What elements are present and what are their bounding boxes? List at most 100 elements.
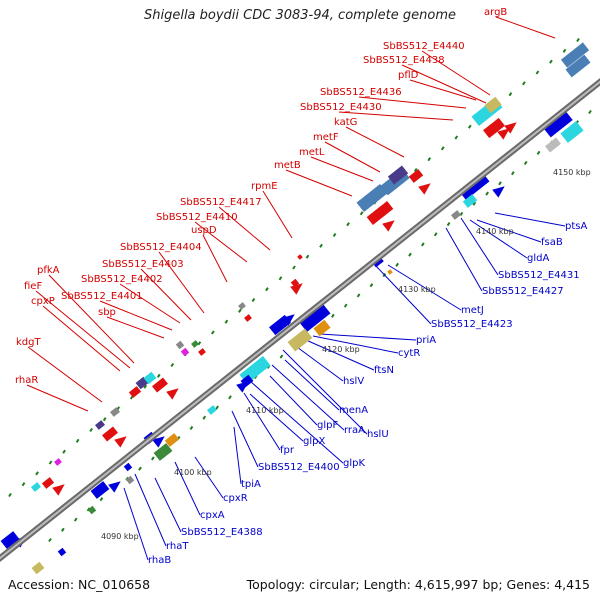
tick-mark [228,395,232,400]
leader-line [35,290,131,369]
gene-label-reverse: glpX [303,436,325,447]
tick-mark [408,252,412,257]
tick-mark [292,265,296,270]
leader-line [249,393,304,442]
tick-mark [319,243,323,248]
tick-mark [485,191,489,196]
gene-feature [87,505,97,515]
gene-label-reverse: SbBS512_E4388 [181,527,263,538]
gene-feature [408,169,424,183]
tick-mark [331,313,335,318]
tick-mark [440,146,445,151]
gene-feature [57,547,67,557]
tick-mark [346,222,350,227]
gene-label-forward: metF [313,132,339,143]
tick-mark [61,527,65,532]
tick-mark [73,517,78,522]
leader-line [421,50,491,96]
tick-mark [536,150,541,155]
gene-label-reverse: hslU [367,429,389,440]
genome-title: Shigella boydii CDC 3083-94, complete ge… [143,8,457,23]
gene-label-forward: katG [334,117,357,128]
leader-line [174,461,201,516]
gene-feature [299,303,331,333]
leader-line [154,477,182,533]
tick-mark [427,157,432,162]
gene-feature [198,348,206,356]
gene-feature [31,482,41,492]
gene-label-forward: metL [299,147,325,158]
gene-label-forward: sbp [98,307,116,318]
gene-feature [102,426,118,442]
kbp-scale-label: 4090 kbp [101,532,139,541]
gene-arrow [418,183,431,195]
tick-mark [356,293,361,298]
tick-mark [498,181,502,186]
leader-line [26,384,89,412]
tick-mark [433,232,438,237]
gene-feature [110,407,120,417]
tick-mark [170,362,175,368]
gene-arrow [152,436,165,448]
leader-line [269,375,318,426]
gene-feature [560,121,584,143]
gene-label-forward: SbBS512_E4436 [320,87,402,98]
tick-mark [549,59,553,64]
tick-mark [99,497,104,502]
gene-feature [451,210,461,220]
gene-label-forward: SbBS512_E4404 [120,242,202,253]
tick-mark [8,492,12,498]
gene-feature [123,462,133,472]
tick-mark [279,354,284,359]
tick-mark [202,415,207,420]
gene-arrow [108,481,121,493]
gene-arrow [166,388,179,400]
gene-feature [387,165,409,185]
leader-line [119,283,181,324]
gene-label-reverse: metJ [461,305,484,316]
leader-line [134,473,167,547]
tick-mark [238,308,242,313]
gene-labels: 4090 kbp 4100 kbp 4110 kbp 4120 kbp 4130 kbp… [15,7,591,566]
gene-label-forward: rpmE [251,181,278,192]
gene-feature [143,371,157,385]
gene-feature [366,201,394,225]
leader-line [123,487,149,561]
gene-label-forward: SbBS512_E4417 [180,197,262,208]
gene-label-forward: SbBS512_E4402 [81,274,163,285]
gene-feature [545,137,561,153]
tick-mark [278,276,283,281]
leader-line [445,227,483,292]
gene-label-forward: SbBS512_E4410 [156,212,238,223]
tick-mark [332,232,337,238]
gene-label-forward: fieF [24,281,42,292]
gene-label-reverse: cpxA [200,510,225,521]
gene-feature [287,328,313,352]
gene-label-forward: SbBS512_E4440 [383,41,465,52]
tick-mark [251,297,256,303]
label-leader-lines [26,16,566,561]
tick-mark [508,92,513,97]
gene-feature [387,269,393,275]
tick-mark [421,242,425,247]
gene-label-forward: SbBS512_E4438 [363,55,445,66]
kbp-scale-label: 4130 kbp [398,285,436,294]
leader-line [271,364,345,431]
gene-feature [90,481,110,499]
tick-mark [138,466,142,471]
tick-mark [454,135,459,140]
leader-line [296,346,344,382]
tick-mark [211,330,215,335]
tick-mark [395,262,399,267]
gene-arrow [382,220,395,232]
leader-line [194,456,224,499]
leader-line [409,79,477,101]
leader-line [158,251,205,314]
gene-arrow [282,314,295,326]
kbp-scale-label: 4120 kbp [322,345,360,354]
gene-label-reverse: ftsN [374,365,394,376]
gene-arrow [52,484,65,496]
gene-label-reverse: ptsA [565,221,587,232]
accession-text: Accession: NC_010658 [8,577,151,592]
